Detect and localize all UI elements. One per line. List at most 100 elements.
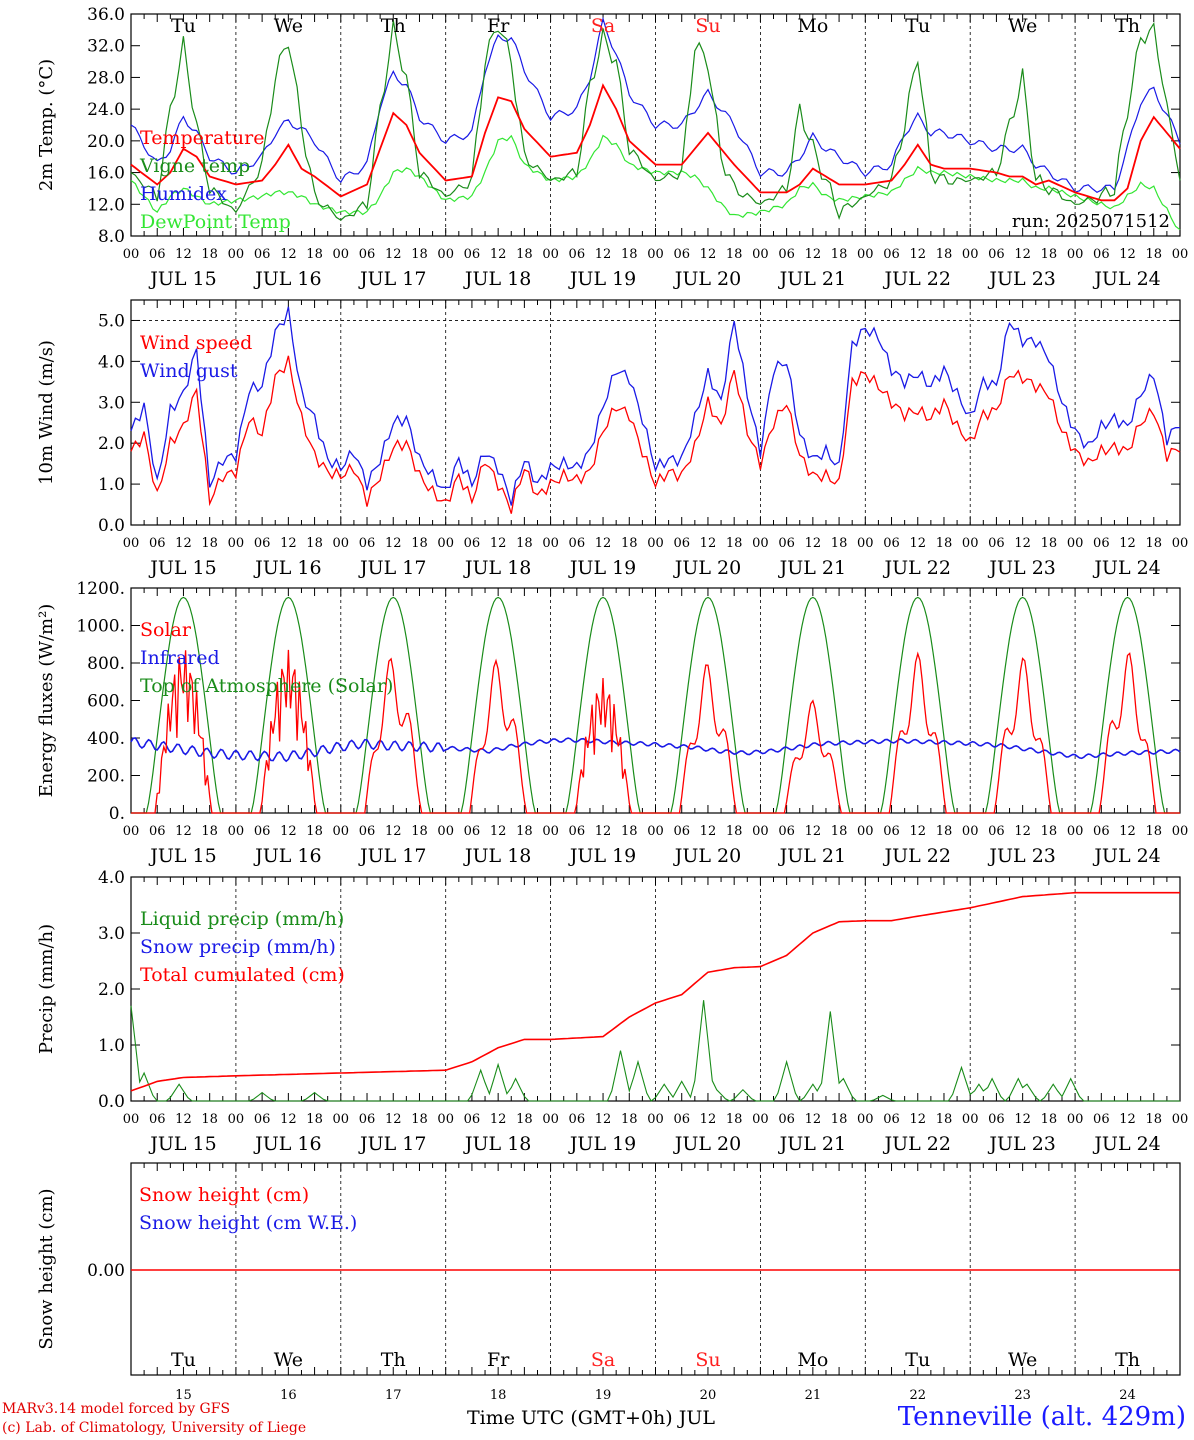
series-line-wind-gust [130, 306, 1181, 506]
hour-tick-label: 12 [385, 1112, 402, 1127]
y-tick-label: 1.0 [98, 1036, 125, 1056]
date-label: JUL 16 [253, 557, 321, 579]
hour-tick-label: 18 [726, 824, 743, 839]
hour-tick-label: 06 [1093, 247, 1110, 262]
station-title: Tenneville (alt. 429m) [897, 1402, 1186, 1432]
date-label: JUL 22 [883, 557, 951, 579]
weekday-label: Th [1115, 1349, 1140, 1371]
precip-axis-label: Precip (mm/h) [36, 924, 57, 1054]
hour-tick-label: 18 [726, 247, 743, 262]
date-label: JUL 15 [148, 557, 216, 579]
date-label: JUL 21 [778, 557, 846, 579]
legend-entry: Snow height (cm W.E.) [139, 1212, 357, 1234]
date-label: JUL 16 [253, 268, 321, 290]
y-tick-label: 36.0 [87, 5, 125, 25]
hour-tick-label: 06 [988, 1112, 1005, 1127]
hour-tick-label: 06 [569, 824, 586, 839]
weekday-label: Fr [487, 15, 510, 37]
hour-tick-label: 18 [306, 824, 323, 839]
y-tick-label: 2.0 [98, 434, 125, 454]
date-label: JUL 19 [568, 845, 636, 867]
hour-tick-label: 18 [1041, 536, 1058, 551]
hour-tick-label: 12 [1014, 536, 1031, 551]
weekday-label: Sa [591, 15, 615, 37]
hour-tick-label: 06 [883, 824, 900, 839]
y-tick-label: 4.0 [98, 352, 125, 372]
day-number-label: 21 [805, 1388, 822, 1403]
date-label: JUL 22 [883, 268, 951, 290]
hour-tick-label: 12 [175, 247, 192, 262]
hour-tick-label: 06 [149, 1112, 166, 1127]
temp-axis-label: 2m Temp. (°C) [36, 59, 57, 191]
y-tick-label: 200. [87, 767, 125, 787]
date-label: JUL 15 [148, 1133, 216, 1155]
hour-tick-label: 12 [909, 536, 926, 551]
hour-tick-label: 12 [280, 824, 297, 839]
hour-tick-label: 06 [569, 1112, 586, 1127]
day-number-label: 24 [1119, 1388, 1136, 1403]
hour-tick-label: 18 [936, 824, 953, 839]
wind-axis-label: 10m Wind (m/s) [36, 340, 57, 485]
hour-tick-label: 00 [647, 536, 664, 551]
series-line-liquid-precip [130, 1000, 1180, 1102]
hour-tick-label: 00 [752, 536, 769, 551]
series-line-vigne-temp [130, 20, 1181, 221]
date-label: JUL 20 [673, 1133, 741, 1155]
hour-tick-label: 00 [1067, 1112, 1084, 1127]
legend-entry: Snow precip (mm/h) [140, 936, 336, 958]
hour-tick-label: 06 [778, 1112, 795, 1127]
weekday-label: Tu [171, 15, 196, 37]
hour-tick-label: 00 [752, 247, 769, 262]
date-label: JUL 19 [568, 268, 636, 290]
hour-tick-label: 06 [883, 247, 900, 262]
hour-tick-label: 18 [831, 247, 848, 262]
hour-tick-label: 18 [411, 536, 428, 551]
hour-tick-label: 18 [1041, 1112, 1058, 1127]
hour-tick-label: 00 [752, 1112, 769, 1127]
hour-tick-label: 18 [306, 536, 323, 551]
hour-tick-label: 18 [516, 247, 533, 262]
date-label: JUL 15 [148, 268, 216, 290]
hour-tick-label: 00 [542, 1112, 559, 1127]
date-label: JUL 16 [253, 1133, 321, 1155]
y-tick-label: 1200. [76, 579, 125, 599]
hour-tick-label: 06 [569, 247, 586, 262]
day-number-label: 19 [595, 1388, 612, 1403]
date-label: JUL 19 [568, 557, 636, 579]
hour-tick-label: 18 [201, 824, 218, 839]
hour-tick-label: 12 [490, 536, 507, 551]
hour-tick-label: 12 [1119, 1112, 1136, 1127]
hour-tick-label: 18 [936, 536, 953, 551]
hour-tick-label: 06 [464, 536, 481, 551]
hour-tick-label: 12 [1119, 824, 1136, 839]
hour-tick-label: 00 [1172, 1112, 1189, 1127]
run-label: run: 2025071512 [1012, 211, 1170, 232]
date-label: JUL 18 [463, 1133, 531, 1155]
legend-entry: Solar [140, 619, 192, 641]
hour-tick-label: 12 [700, 247, 717, 262]
hour-tick-label: 12 [490, 824, 507, 839]
day-number-label: 15 [175, 1388, 192, 1403]
hour-tick-label: 12 [595, 824, 612, 839]
series-line-humidex [130, 16, 1181, 194]
y-tick-label: 4.0 [98, 868, 125, 888]
hour-tick-label: 12 [595, 536, 612, 551]
date-label: JUL 18 [463, 268, 531, 290]
hour-tick-label: 18 [411, 1112, 428, 1127]
hour-tick-label: 12 [385, 824, 402, 839]
hour-tick-label: 12 [1119, 247, 1136, 262]
hour-tick-label: 00 [752, 824, 769, 839]
day-number-label: 23 [1014, 1388, 1031, 1403]
hour-tick-label: 18 [1041, 247, 1058, 262]
weekday-label: Tu [905, 1349, 930, 1371]
date-label: JUL 23 [987, 268, 1055, 290]
date-label: JUL 23 [987, 557, 1055, 579]
y-tick-label: 0.00 [87, 1261, 125, 1281]
legend-entry: Snow height (cm) [139, 1184, 309, 1206]
hour-tick-label: 06 [673, 1112, 690, 1127]
date-label: JUL 24 [1092, 268, 1160, 290]
hour-tick-label: 12 [805, 1112, 822, 1127]
weekday-label: Th [1115, 15, 1140, 37]
hour-tick-label: 00 [437, 1112, 454, 1127]
